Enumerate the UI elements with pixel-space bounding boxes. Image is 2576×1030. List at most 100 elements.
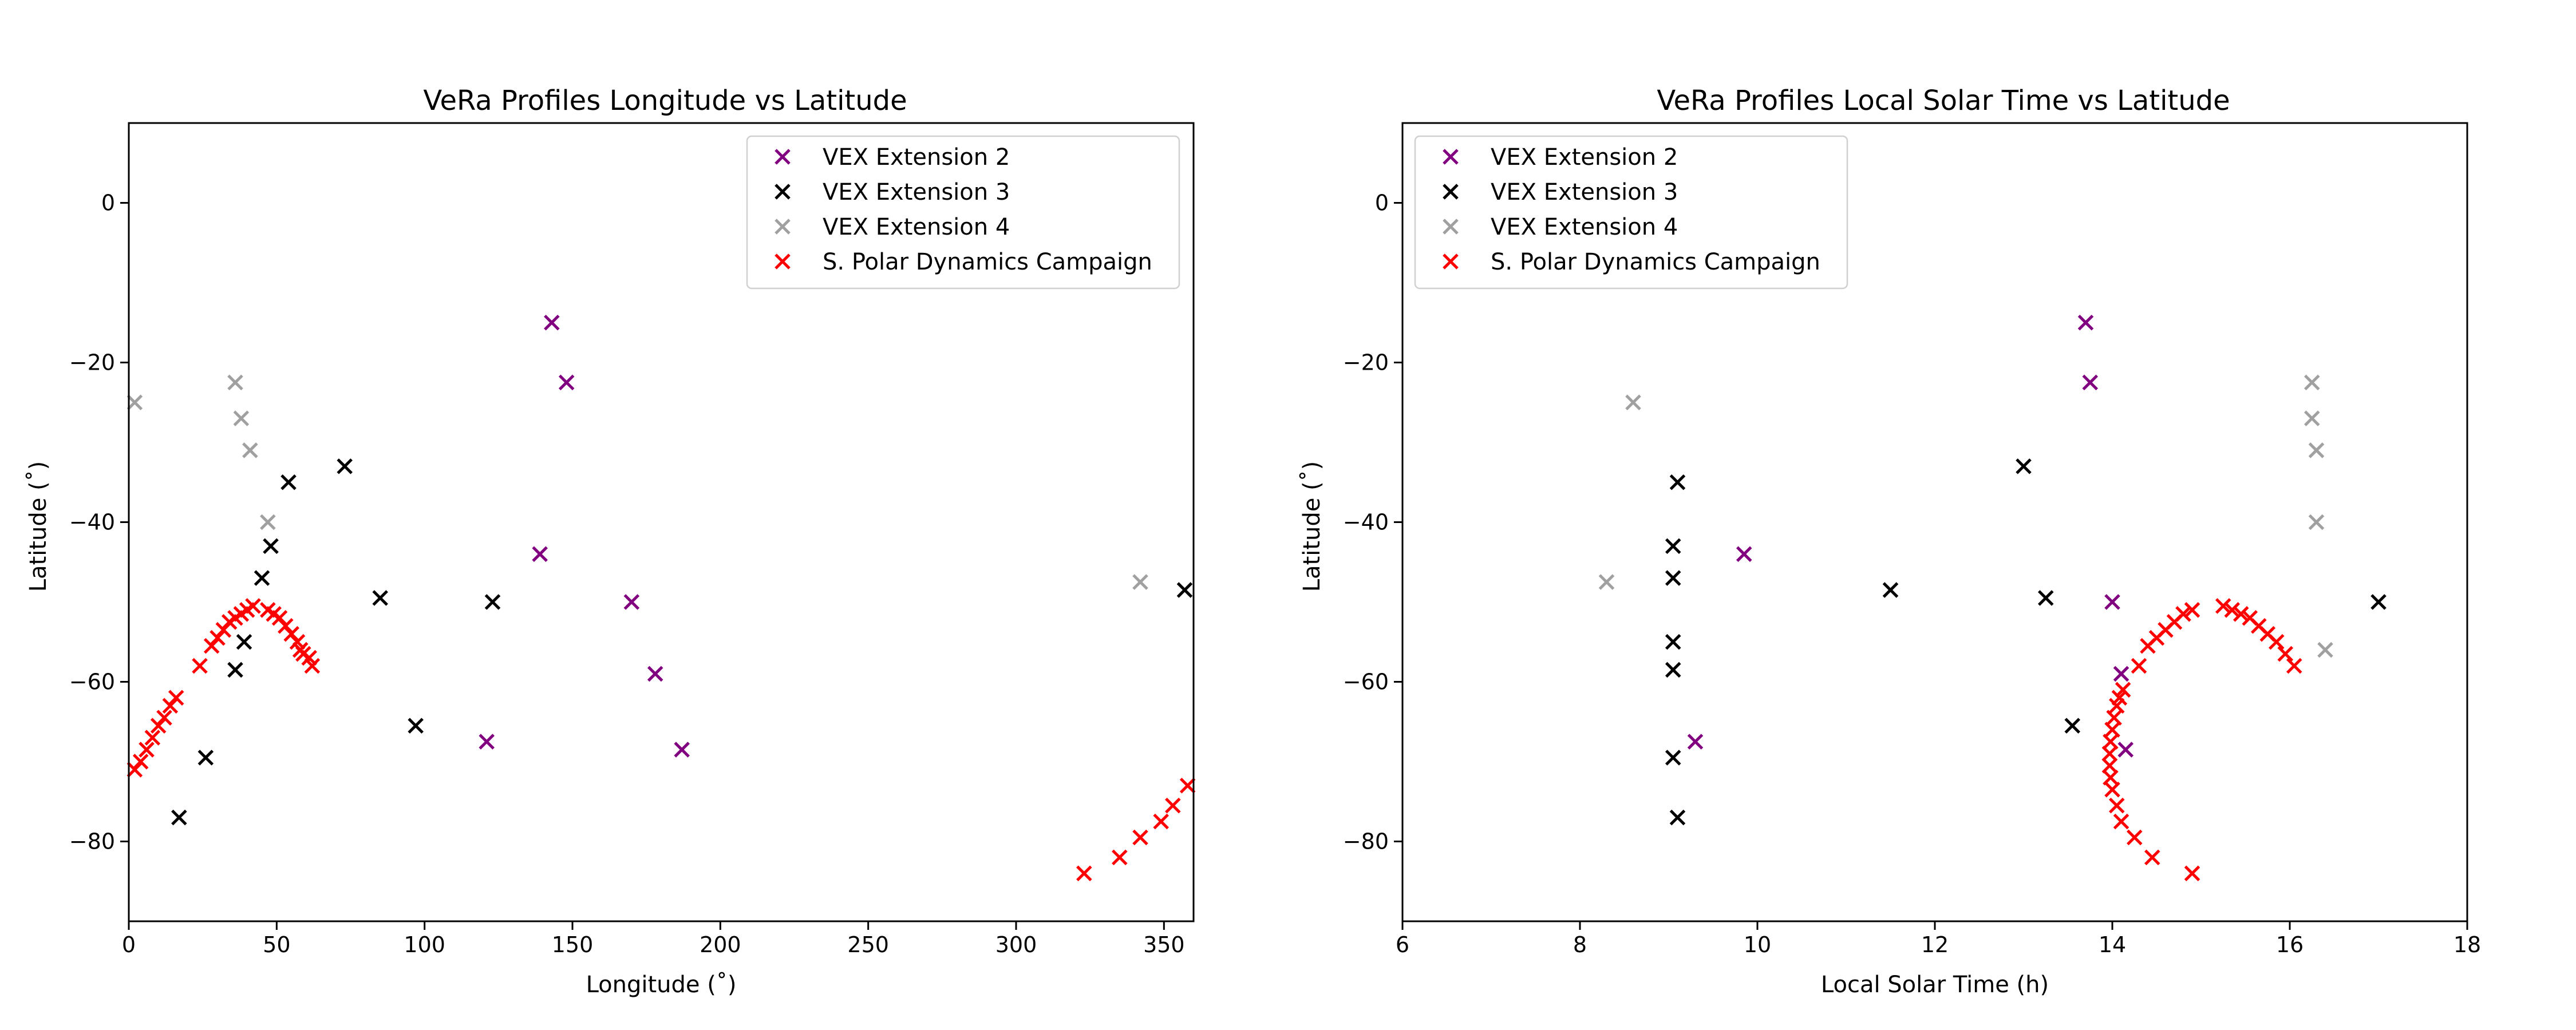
data-point [2126,829,2143,846]
data-point [1665,570,1681,586]
x-axis-label: Longitude (˚) [586,972,737,998]
data-point [532,546,548,562]
data-point [2115,682,2131,698]
x-tick-label: 0 [122,932,136,957]
data-point [254,570,270,586]
data-point [1176,582,1193,598]
data-point [1665,661,1681,678]
data-point [623,594,640,610]
data-point [2277,645,2294,662]
data-point [132,754,149,770]
data-point [162,698,179,714]
y-tick-label: −60 [69,670,115,695]
chart-local-solar-time-vs-latitude: VeRa Profiles Local Solar Time vs Latitu… [1299,85,2481,998]
data-point [127,762,143,778]
data-point [2144,849,2160,866]
data-point [210,630,226,646]
data-point [171,809,187,826]
data-point [1112,849,1128,866]
data-point [2184,865,2200,882]
data-point [2104,722,2120,738]
y-tick-label: −80 [69,829,115,854]
data-point [304,657,321,674]
data-point [558,374,575,391]
y-axis-label: Latitude (˚) [1299,461,1325,592]
data-point [1165,797,1181,814]
data-point [192,657,208,674]
data-point [2101,758,2118,774]
legend-marker [775,219,791,235]
data-point [2037,590,2054,606]
data-point [1665,538,1681,554]
legend-box [1414,135,1848,290]
data-point [674,742,690,758]
data-point [245,598,261,614]
legend-entry: S. Polar Dynamics Campaign [823,249,1152,275]
y-tick-label: −20 [69,350,115,375]
legend-marker [1443,219,1459,235]
y-tick-label: −40 [1343,510,1389,535]
data-point [2215,598,2231,614]
data-point [260,514,276,530]
data-point [408,718,424,734]
data-point [2308,442,2325,458]
data-point [1153,813,1169,830]
x-tick-label: 8 [1573,932,1587,957]
x-tick-label: 300 [995,932,1037,957]
data-point [197,750,214,766]
legend-entry: S. Polar Dynamics Campaign [1491,249,1820,275]
y-axis-label: Latitude (˚) [25,461,52,592]
data-point [1687,734,1704,750]
data-point [150,718,167,734]
x-tick-label: 200 [700,932,741,957]
y-tick-label: 0 [101,191,115,216]
data-point [2175,606,2191,622]
x-tick-label: 18 [2453,932,2481,957]
data-point [280,474,297,490]
x-axis-label: Local Solar Time (h) [1821,972,2049,998]
data-point [1132,829,1148,846]
legend-entry: VEX Extension 4 [823,214,1010,240]
legend-entry: VEX Extension 2 [1491,144,1678,171]
legend-marker [1443,253,1459,270]
data-point [2106,710,2122,726]
legend-entry: VEX Extension 4 [1491,214,1678,240]
data-point [1625,394,1641,411]
data-point [271,610,288,626]
x-tick-label: 12 [1921,932,1949,957]
data-point [337,458,353,474]
data-point [156,710,172,726]
x-axis-ticks: 6 8 10 12 14 16 18 [1396,921,2481,957]
data-point [139,742,155,758]
data-point [544,314,560,331]
data-point [2077,314,2094,331]
x-tick-label: 10 [1744,932,1771,957]
data-point [2113,665,2129,682]
legend: VEX Extension 2 VEX Extension 3 VEX Extens… [746,135,1180,290]
data-point [203,637,220,654]
data-point [2103,734,2119,750]
chart-longitude-vs-latitude: VeRa Profiles Longitude vs Latitude 0 50 1… [25,85,1196,998]
x-tick-label: 100 [404,932,445,957]
legend: VEX Extension 2 VEX Extension 3 VEX Extens… [1414,135,1848,290]
y-axis-ticks: 0 −20 −40 −60 −80 [69,191,129,854]
data-point [227,374,243,391]
data-point [484,594,501,610]
y-tick-label: −60 [1343,670,1389,695]
legend-entry: VEX Extension 3 [1491,179,1678,205]
data-point [1665,750,1681,766]
data-point [2304,374,2320,391]
legend-marker [775,184,791,200]
data-point [236,633,252,650]
legend-entry: VEX Extension 3 [823,179,1010,205]
data-point [2111,690,2128,706]
data-point [1736,546,1752,562]
data-point [1669,809,1686,826]
data-point [127,394,143,411]
data-point [1669,474,1686,490]
data-point [2117,742,2134,758]
x-axis-ticks: 0 50 100 150 200 250 300 350 [122,921,1185,957]
chart-title: VeRa Profiles Longitude vs Latitude [423,85,907,117]
legend-marker [1443,184,1459,200]
data-point [233,410,250,426]
